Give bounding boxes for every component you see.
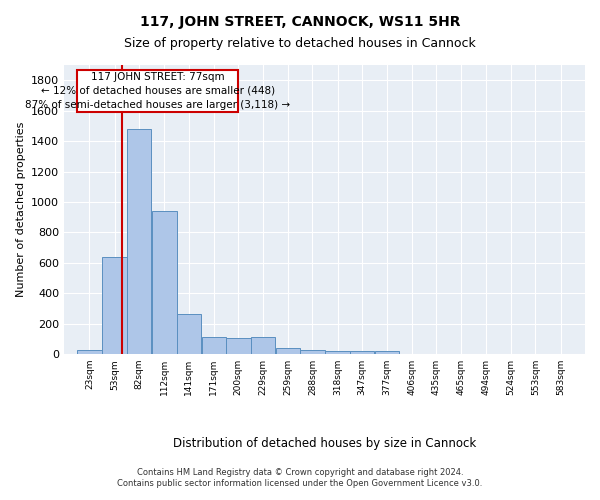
Bar	[375, 352, 400, 354]
Bar	[325, 352, 350, 354]
X-axis label: Distribution of detached houses by size in Cannock: Distribution of detached houses by size …	[173, 437, 476, 450]
Bar	[127, 129, 151, 354]
Bar	[226, 338, 251, 354]
Bar	[202, 338, 226, 354]
Bar	[300, 350, 325, 354]
Text: Size of property relative to detached houses in Cannock: Size of property relative to detached ho…	[124, 38, 476, 51]
Text: 117, JOHN STREET, CANNOCK, WS11 5HR: 117, JOHN STREET, CANNOCK, WS11 5HR	[140, 15, 460, 29]
Bar	[103, 256, 127, 354]
Text: Contains HM Land Registry data © Crown copyright and database right 2024.
Contai: Contains HM Land Registry data © Crown c…	[118, 468, 482, 487]
Bar	[176, 314, 201, 354]
Bar	[350, 352, 374, 354]
Y-axis label: Number of detached properties: Number of detached properties	[16, 122, 26, 297]
Text: 117 JOHN STREET: 77sqm
← 12% of detached houses are smaller (448)
87% of semi-de: 117 JOHN STREET: 77sqm ← 12% of detached…	[25, 72, 290, 110]
Bar	[152, 211, 176, 354]
Bar	[251, 338, 275, 354]
FancyBboxPatch shape	[77, 70, 238, 112]
Bar	[276, 348, 300, 354]
Bar	[77, 350, 101, 354]
